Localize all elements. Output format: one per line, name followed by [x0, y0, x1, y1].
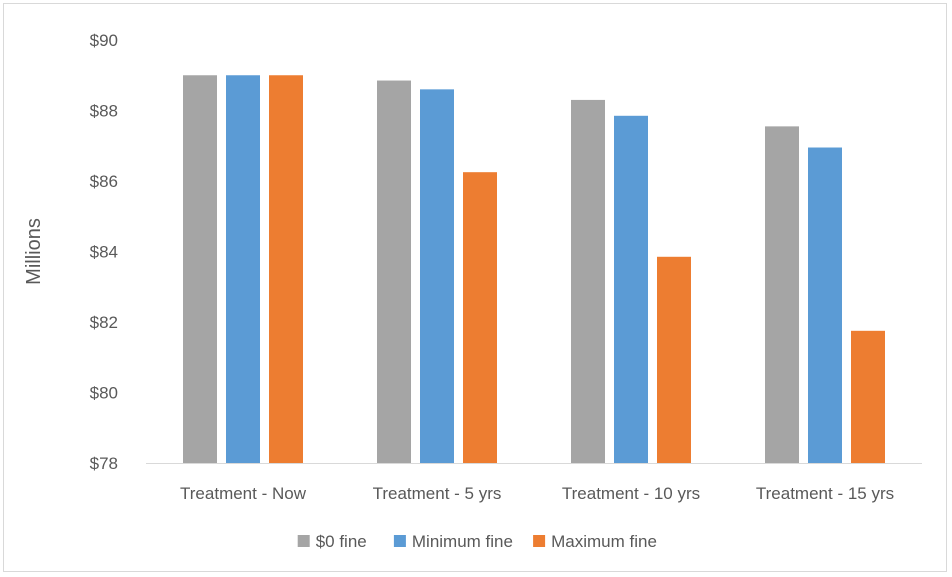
bar: [420, 89, 454, 463]
y-tick-label: $86: [90, 172, 118, 191]
legend-swatch: [393, 535, 406, 547]
legend-label: Minimum fine: [412, 532, 513, 551]
x-tick-label: Treatment - Now: [180, 484, 307, 503]
y-tick-label: $78: [90, 454, 118, 473]
bar: [571, 99, 605, 464]
bar: [765, 126, 799, 464]
y-tick-label: $88: [90, 102, 118, 121]
legend-swatch: [533, 535, 546, 547]
legend-swatch: [297, 535, 310, 547]
y-tick-label: $90: [90, 31, 118, 50]
legend-label: $0 fine: [316, 532, 367, 551]
x-tick-label: Treatment - 5 yrs: [373, 484, 502, 503]
bar: [269, 75, 303, 463]
y-axis-title: Millions: [23, 218, 45, 285]
y-axis: $78 $80 $82 $84 $86 $88 $90: [90, 31, 118, 473]
bar: [808, 147, 842, 463]
bar: [463, 172, 497, 463]
x-axis: Treatment - Now Treatment - 5 yrs Treatmen…: [146, 463, 922, 503]
legend-label: Maximum fine: [551, 532, 657, 551]
bar: [657, 256, 691, 463]
bars: [183, 75, 885, 464]
y-tick-label: $84: [90, 243, 118, 262]
legend: $0 fine Minimum fine Maximum fine: [297, 532, 657, 551]
bar: [851, 330, 885, 463]
bar: [183, 75, 217, 463]
y-tick-label: $80: [90, 384, 118, 403]
bar: [226, 75, 260, 463]
y-tick-label: $82: [90, 313, 118, 332]
bar: [614, 115, 648, 463]
x-tick-label: Treatment - 15 yrs: [756, 484, 894, 503]
x-tick-label: Treatment - 10 yrs: [562, 484, 700, 503]
bar: [377, 80, 411, 463]
